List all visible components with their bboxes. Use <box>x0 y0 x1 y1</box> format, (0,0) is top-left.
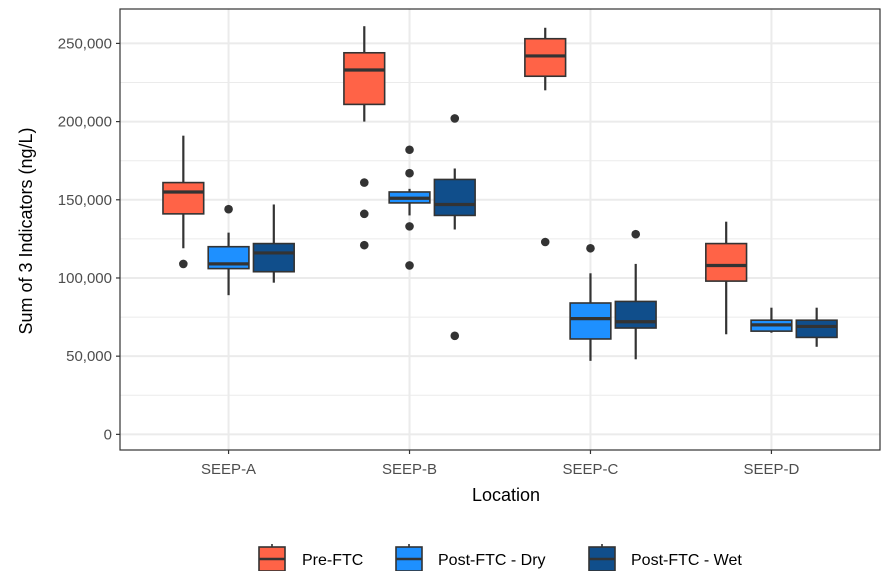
legend-label: Post-FTC - Dry <box>438 552 546 569</box>
plot-border <box>119 8 881 451</box>
outlier-point <box>405 168 414 178</box>
outlier-point <box>359 178 369 187</box>
outlier-point <box>586 243 595 253</box>
box-iqr <box>795 319 838 339</box>
box-SEEP-B-0 <box>343 26 386 250</box>
outlier-point <box>450 331 460 341</box>
box-SEEP-B-2 <box>433 114 476 341</box>
y-tick-label: 150,000 <box>58 192 112 209</box>
box-iqr <box>343 51 386 106</box>
y-tick-label: 250,000 <box>58 35 112 52</box>
outlier-point <box>359 240 369 250</box>
box-SEEP-C-0 <box>524 27 567 247</box>
box-SEEP-A-0 <box>162 135 205 269</box>
outlier-point <box>405 145 414 155</box>
outlier-point <box>179 259 188 269</box>
outlier-point <box>631 229 641 239</box>
box-SEEP-B-1 <box>388 145 431 270</box>
legend-label: Post-FTC - Wet <box>631 552 742 569</box>
grid-minor <box>120 82 880 396</box>
legend-label: Pre-FTC <box>302 552 363 569</box>
box-SEEP-A-2 <box>252 204 295 283</box>
box-SEEP-C-1 <box>569 243 612 361</box>
y-tick-label: 100,000 <box>58 270 112 287</box>
y-tick-label: 0 <box>104 426 112 443</box>
box-SEEP-C-2 <box>614 229 657 360</box>
box-iqr <box>433 178 476 217</box>
box-iqr <box>569 302 612 340</box>
box-iqr <box>252 242 295 273</box>
box-iqr <box>614 300 657 329</box>
box-SEEP-D-1 <box>750 307 793 333</box>
x-tick-label: SEEP-B <box>382 461 437 478</box>
x-axis-title: Location <box>472 485 540 505</box>
x-tick-label: SEEP-C <box>563 461 619 478</box>
boxes <box>162 26 838 361</box>
outlier-point <box>540 237 550 247</box>
outlier-point <box>405 261 414 270</box>
outlier-point <box>224 204 233 214</box>
legend: Pre-FTC Post-FTC - Dry Post-FTC - Wet <box>258 544 742 571</box>
x-tick-label: SEEP-D <box>743 461 799 478</box>
box-SEEP-D-2 <box>795 307 838 347</box>
plot-panel <box>120 9 880 450</box>
box-SEEP-A-1 <box>207 204 250 296</box>
outlier-point <box>359 209 369 219</box>
legend-item: Post-FTC - Dry <box>395 544 546 571</box>
y-tick-label: 200,000 <box>58 114 112 131</box>
box-iqr <box>162 181 205 215</box>
outlier-point <box>450 114 460 123</box>
y-axis: 0 50,000 100,000 150,000 200,000 250,000 <box>58 35 120 443</box>
y-axis-title: Sum of 3 Indicators (ng/L) <box>16 127 36 334</box>
legend-item: Pre-FTC <box>258 544 363 571</box>
outlier-point <box>405 222 414 231</box>
x-axis: SEEP-A SEEP-B SEEP-C SEEP-D <box>201 450 800 478</box>
box-SEEP-D-0 <box>705 221 748 335</box>
x-tick-label: SEEP-A <box>201 461 256 478</box>
legend-item: Post-FTC - Wet <box>588 544 742 571</box>
box-iqr <box>705 242 748 282</box>
y-tick-label: 50,000 <box>66 348 112 365</box>
